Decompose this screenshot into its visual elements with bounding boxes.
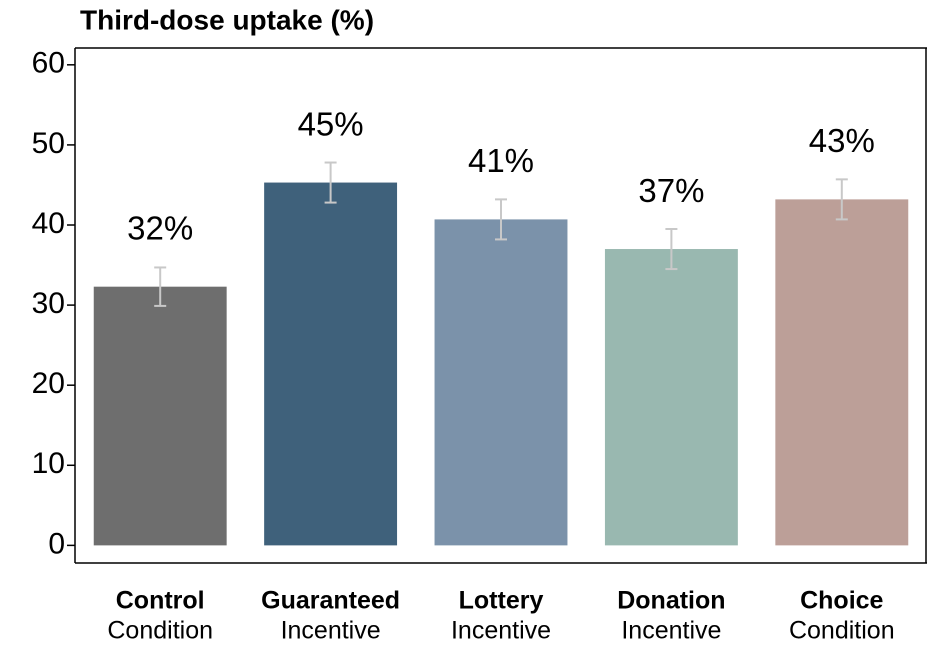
value-label: 41% bbox=[468, 142, 534, 179]
bar bbox=[775, 199, 909, 546]
x-tick-sublabel: Condition bbox=[107, 617, 213, 645]
x-tick-sublabel: Incentive bbox=[451, 617, 551, 645]
y-tick-label: 60 bbox=[32, 47, 65, 80]
y-tick-label: 50 bbox=[32, 127, 65, 160]
y-tick-label: 40 bbox=[32, 207, 65, 240]
bar bbox=[93, 286, 227, 546]
value-label: 43% bbox=[809, 122, 875, 159]
bar bbox=[264, 182, 398, 546]
y-tick-label: 0 bbox=[48, 527, 65, 560]
x-tick-label: Control bbox=[116, 587, 205, 615]
bar bbox=[604, 249, 738, 546]
value-label: 45% bbox=[298, 105, 364, 142]
x-tick-sublabel: Condition bbox=[789, 617, 895, 645]
bar bbox=[434, 219, 568, 546]
x-tick-label: Donation bbox=[617, 587, 725, 615]
y-tick-label: 20 bbox=[32, 367, 65, 400]
y-tick-label: 10 bbox=[32, 447, 65, 480]
y-tick-label: 30 bbox=[32, 287, 65, 320]
x-tick-label: Lottery bbox=[459, 587, 544, 615]
x-tick-sublabel: Incentive bbox=[281, 617, 381, 645]
value-label: 32% bbox=[127, 209, 193, 246]
x-tick-sublabel: Incentive bbox=[621, 617, 721, 645]
x-tick-label: Choice bbox=[800, 587, 883, 615]
value-label: 37% bbox=[638, 172, 704, 209]
x-tick-label: Guaranteed bbox=[261, 587, 400, 615]
chart-title: Third-dose uptake (%) bbox=[80, 4, 374, 35]
